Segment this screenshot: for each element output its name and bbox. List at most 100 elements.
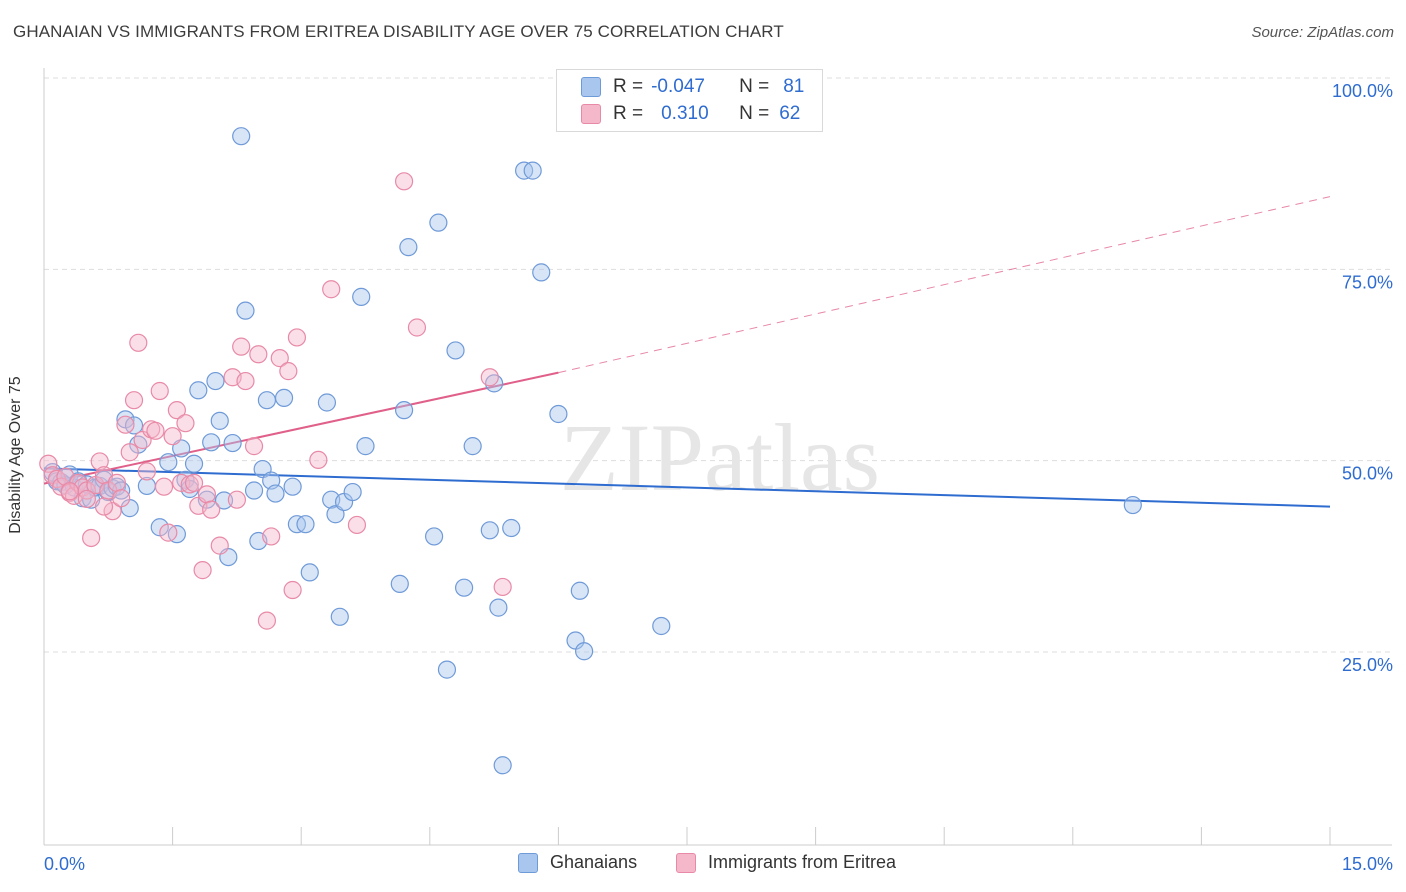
- n-value: 62: [779, 103, 801, 124]
- point-eritrea: [39, 454, 58, 473]
- point-eritrea: [82, 528, 101, 548]
- point-ghanaians: [463, 437, 482, 456]
- point-eritrea: [124, 391, 144, 410]
- point-eritrea: [202, 500, 221, 519]
- point-ghanaians: [232, 127, 251, 146]
- point-eritrea: [60, 482, 79, 501]
- point-ghanaians: [454, 578, 474, 597]
- point-ghanaians: [283, 477, 302, 496]
- point-eritrea: [129, 333, 148, 352]
- trend-line: [43, 371, 559, 485]
- r-value: 0.310: [661, 103, 709, 124]
- point-ghanaians: [317, 393, 337, 412]
- point-ghanaians: [210, 411, 229, 430]
- point-ghanaians: [202, 433, 221, 452]
- point-eritrea: [107, 473, 126, 492]
- n-label: N =: [739, 103, 770, 124]
- point-ghanaians: [429, 213, 448, 232]
- point-ghanaians: [502, 518, 521, 538]
- point-ghanaians: [330, 607, 349, 626]
- grid-lines: [44, 77, 1392, 653]
- point-ghanaians: [296, 515, 315, 534]
- stats-box: R = -0.047 N = 81 R = 0.310 N = 62: [556, 69, 823, 132]
- point-ghanaians: [274, 388, 294, 408]
- point-ghanaians: [352, 287, 371, 306]
- point-eritrea: [90, 452, 109, 471]
- point-eritrea: [249, 345, 268, 364]
- point-ghanaians: [575, 642, 594, 661]
- point-eritrea: [309, 450, 328, 470]
- y-tick-label: 100.0%: [1332, 81, 1393, 101]
- point-eritrea: [137, 462, 156, 481]
- r-label: R =: [613, 103, 644, 124]
- point-ghanaians: [266, 484, 285, 503]
- point-eritrea: [283, 580, 302, 600]
- point-ghanaians: [223, 433, 242, 453]
- point-eritrea: [167, 401, 186, 420]
- point-eritrea: [279, 362, 298, 381]
- point-eritrea: [116, 415, 135, 434]
- x-tick-label: 15.0%: [1342, 854, 1393, 874]
- point-ghanaians: [257, 391, 277, 410]
- point-eritrea: [257, 611, 277, 630]
- point-eritrea: [322, 280, 341, 299]
- point-eritrea: [150, 381, 169, 401]
- point-eritrea: [287, 328, 307, 347]
- blue-swatch: [581, 77, 601, 97]
- legend-item-ghanaians[interactable]: Ghanaians: [518, 852, 637, 873]
- point-eritrea: [244, 437, 264, 456]
- point-ghanaians: [150, 518, 169, 537]
- scatter-points: [39, 127, 1142, 775]
- point-ghanaians: [356, 437, 375, 456]
- point-eritrea: [197, 485, 216, 504]
- point-ghanaians: [437, 660, 457, 679]
- point-eritrea: [262, 527, 281, 546]
- pink-swatch: [676, 852, 696, 873]
- n-label: N =: [739, 76, 770, 97]
- point-ghanaians: [652, 616, 671, 636]
- point-ghanaians: [446, 341, 465, 360]
- chart-title: GHANAIAN VS IMMIGRANTS FROM ERITREA DISA…: [13, 22, 784, 41]
- point-ghanaians: [236, 301, 255, 320]
- stats-row-ghanaians: R = -0.047 N = 81: [581, 75, 804, 99]
- point-eritrea: [193, 561, 212, 580]
- point-ghanaians: [206, 371, 225, 391]
- stats-row-eritrea: R = 0.310 N = 62: [581, 102, 800, 126]
- point-eritrea: [270, 349, 289, 368]
- point-eritrea: [103, 502, 122, 521]
- point-ghanaians: [489, 598, 508, 617]
- point-ghanaians: [523, 161, 542, 180]
- point-eritrea: [347, 515, 367, 535]
- blue-swatch: [518, 852, 538, 873]
- point-eritrea: [120, 443, 139, 462]
- n-value: 81: [783, 76, 805, 97]
- y-tick-labels: 25.0% 50.0% 75.0% 100.0%: [1332, 81, 1393, 675]
- y-tick-label: 75.0%: [1342, 272, 1393, 292]
- point-ghanaians: [189, 381, 208, 400]
- point-eritrea: [394, 172, 414, 191]
- pink-swatch: [581, 104, 601, 124]
- legend-label: Immigrants from Eritrea: [708, 852, 897, 872]
- point-ghanaians: [343, 482, 362, 502]
- point-ghanaians: [394, 401, 414, 420]
- point-eritrea: [77, 489, 96, 509]
- y-tick-label: 50.0%: [1342, 464, 1393, 484]
- x-tick-labels: 0.0% 15.0%: [44, 854, 1393, 874]
- r-value: -0.047: [651, 76, 705, 97]
- point-eritrea: [112, 489, 131, 508]
- point-eritrea: [480, 368, 499, 387]
- point-ghanaians: [159, 453, 178, 472]
- r-label: R =: [613, 76, 644, 97]
- point-eritrea: [407, 318, 427, 337]
- trend-line: [43, 467, 1331, 508]
- point-eritrea: [154, 477, 174, 496]
- point-eritrea: [146, 421, 165, 440]
- x-tick-label: 0.0%: [44, 854, 85, 874]
- source-label: Source: ZipAtlas.com: [1251, 24, 1394, 41]
- point-ghanaians: [214, 491, 234, 510]
- point-ghanaians: [244, 481, 264, 500]
- legend-item-eritrea[interactable]: Immigrants from Eritrea: [676, 852, 896, 873]
- point-ghanaians: [424, 527, 444, 546]
- point-eritrea: [184, 473, 204, 492]
- point-ghanaians: [184, 454, 204, 473]
